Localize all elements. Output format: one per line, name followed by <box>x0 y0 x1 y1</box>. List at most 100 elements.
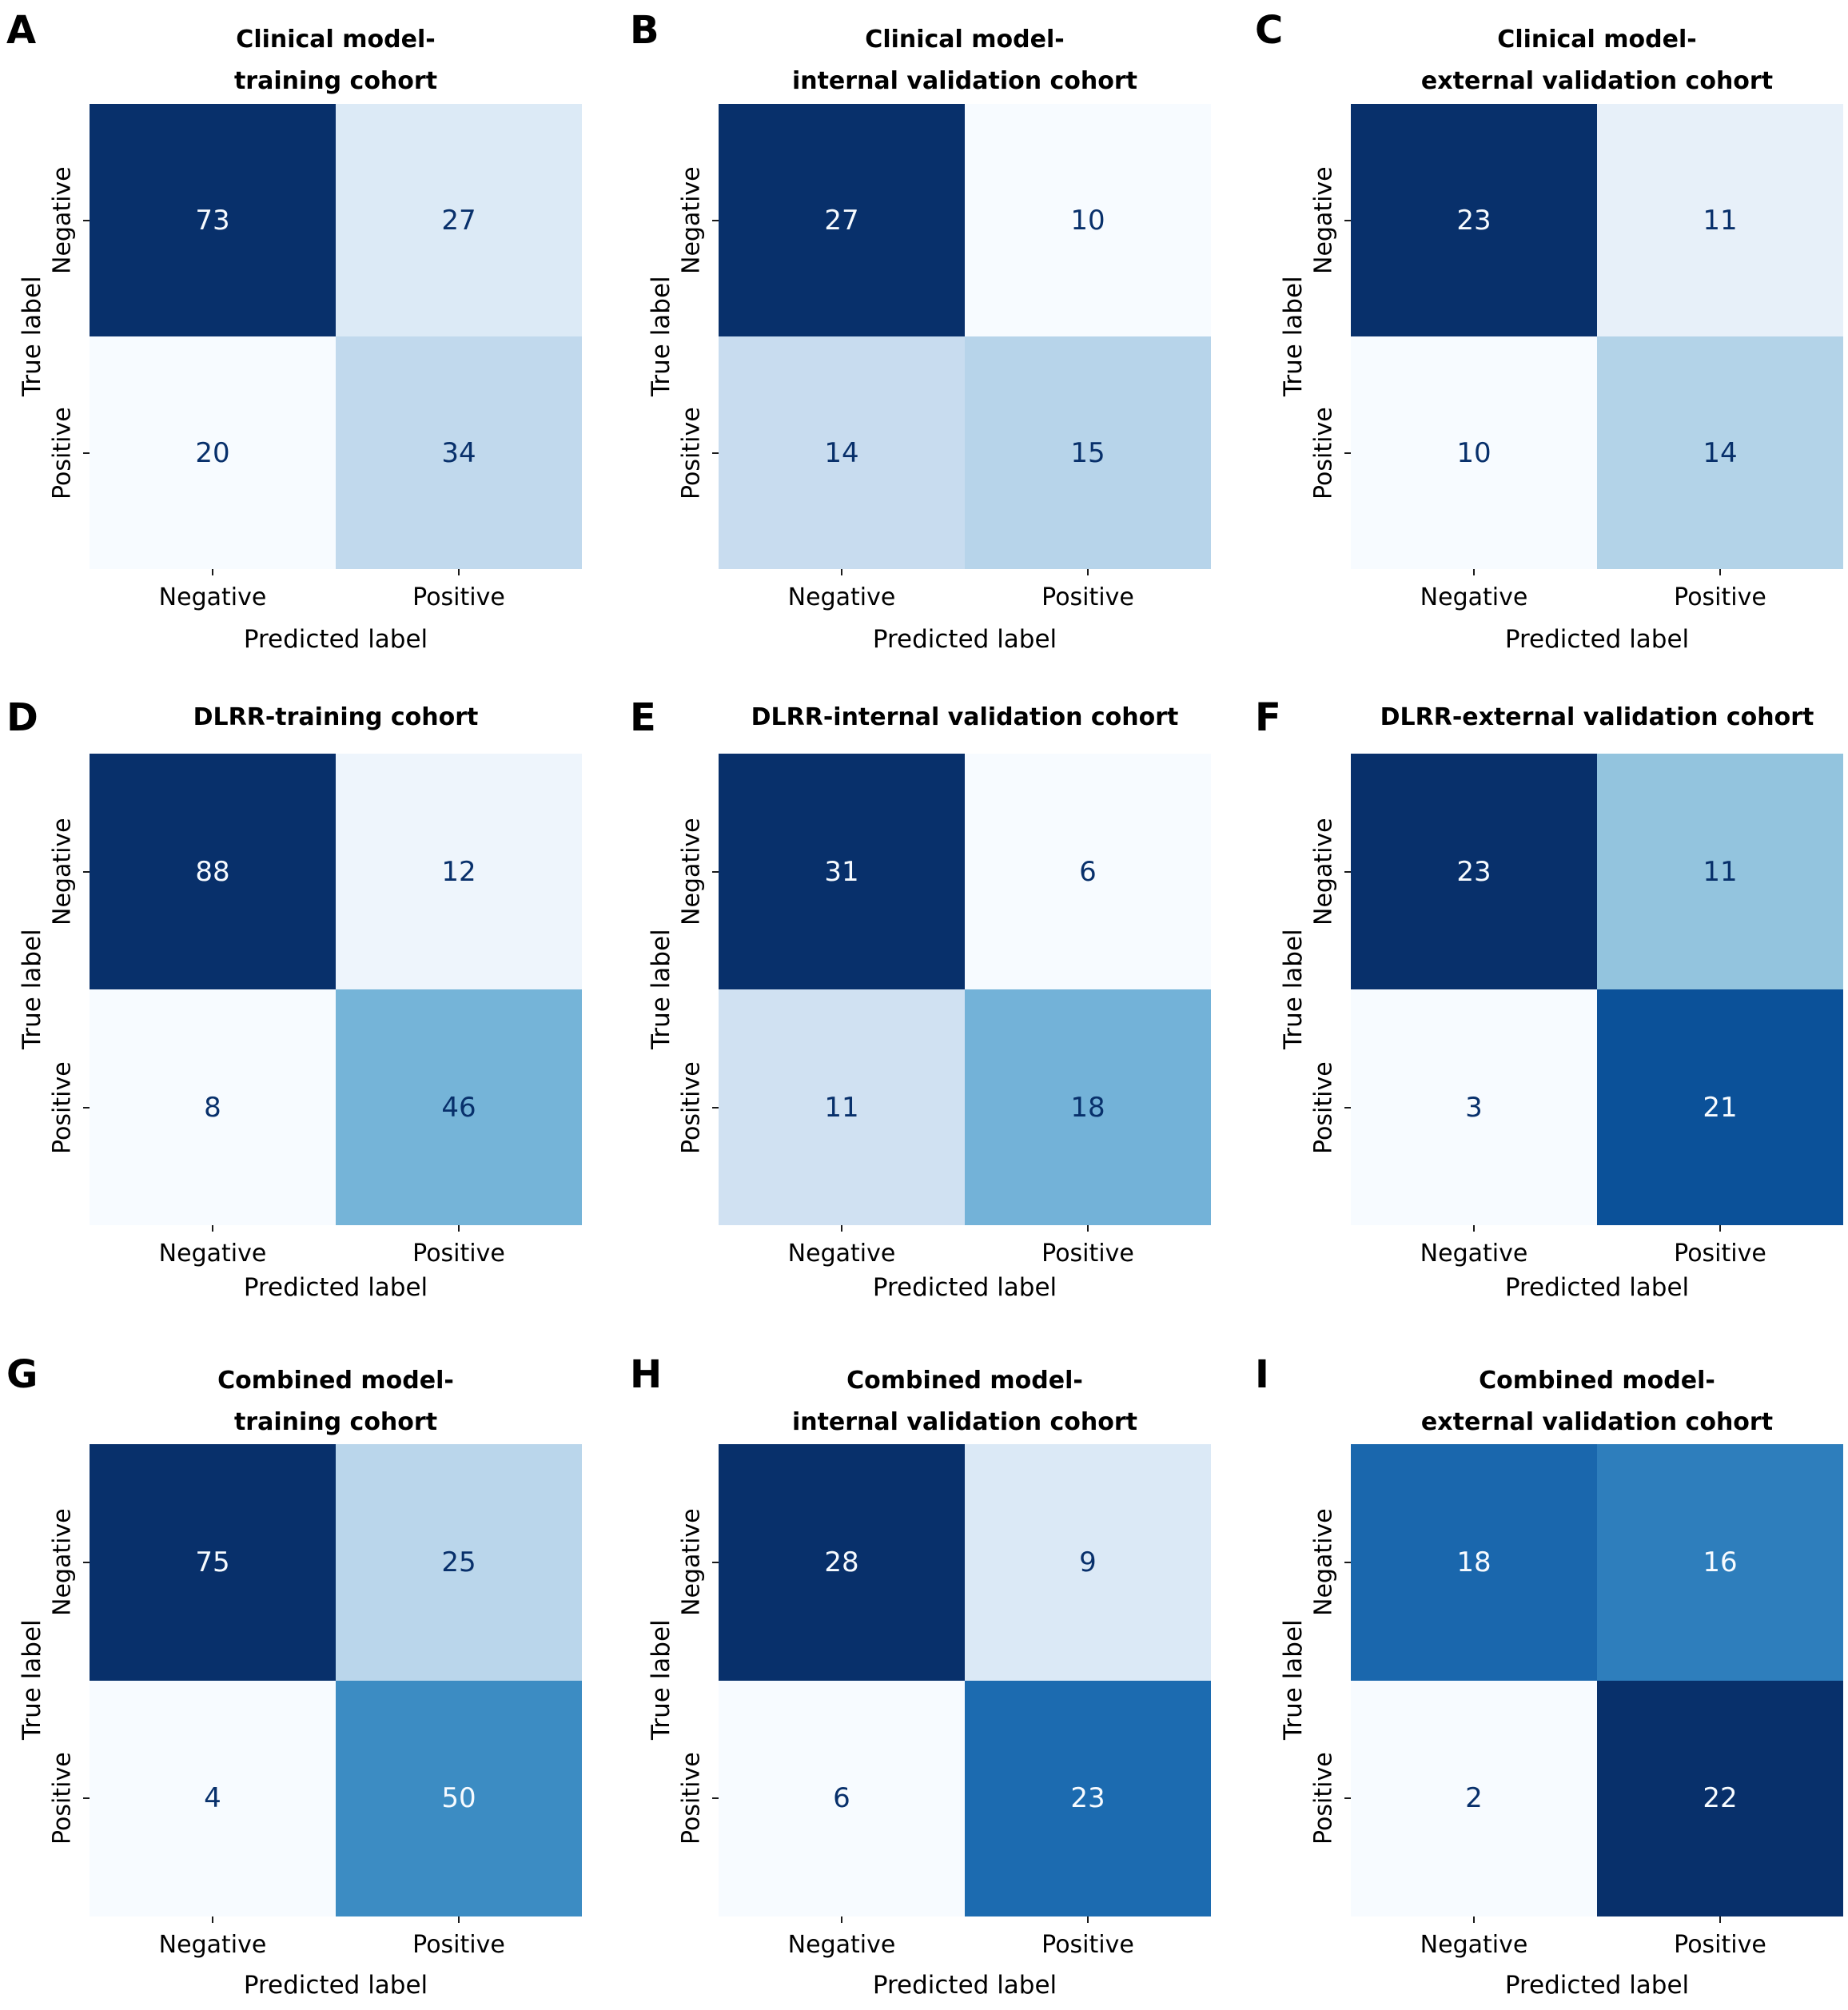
cell-true-negative-pred-positive: 25 <box>336 1444 582 1681</box>
panel-letter: E <box>630 695 656 740</box>
y-tick-mark <box>712 220 719 221</box>
y-tick-mark <box>712 1562 719 1563</box>
y-tick-label-positive: Positive <box>1309 407 1338 500</box>
x-tick-label-negative: Negative <box>1420 1931 1528 1959</box>
title-line: Clinical model- <box>865 26 1065 54</box>
title-line: external validation cohort <box>1420 1408 1774 1436</box>
title-line: DLRR-external validation cohort <box>1380 703 1814 731</box>
heatmap-F: 23 11 3 21 <box>1351 754 1843 1225</box>
title-line: Clinical model- <box>236 26 436 54</box>
title-line: training cohort <box>233 1408 438 1436</box>
title-line: DLRR-training cohort <box>193 703 479 731</box>
cell-true-negative-pred-positive: 16 <box>1597 1444 1843 1681</box>
cell-true-negative-pred-positive: 9 <box>965 1444 1211 1681</box>
cell-true-negative-pred-positive: 11 <box>1597 104 1843 336</box>
title-line: training cohort <box>233 67 438 95</box>
cell-true-positive-pred-negative: 3 <box>1351 989 1597 1225</box>
x-tick-mark <box>1473 1225 1475 1232</box>
panel-title: DLRR-internal validation cohort <box>719 697 1211 738</box>
x-tick-mark <box>1087 1916 1089 1923</box>
cell-true-positive-pred-negative: 14 <box>719 336 965 569</box>
x-tick-label-negative: Negative <box>1420 1240 1528 1268</box>
x-tick-mark <box>1473 569 1475 575</box>
y-tick-label-positive: Positive <box>677 407 706 500</box>
title-line: internal validation cohort <box>791 1408 1138 1436</box>
cell-true-positive-pred-positive: 14 <box>1597 336 1843 569</box>
x-tick-label-positive: Positive <box>412 583 505 611</box>
cell-true-positive-pred-negative: 8 <box>90 989 336 1225</box>
cell-true-negative-pred-negative: 28 <box>719 1444 965 1681</box>
panel-title: Clinical model-internal validation cohor… <box>719 19 1211 102</box>
heatmap-E: 31 6 11 18 <box>719 754 1211 1225</box>
title-line: Combined model- <box>1479 1367 1715 1395</box>
y-tick-mark <box>712 871 719 873</box>
title-line: internal validation cohort <box>791 67 1138 95</box>
cell-true-positive-pred-positive: 15 <box>965 336 1211 569</box>
x-tick-mark <box>1719 569 1721 575</box>
heatmap-C: 23 11 10 14 <box>1351 104 1843 569</box>
x-tick-label-negative: Negative <box>787 1931 896 1959</box>
cell-true-positive-pred-negative: 11 <box>719 989 965 1225</box>
cell-true-positive-pred-positive: 21 <box>1597 989 1843 1225</box>
x-tick-label-positive: Positive <box>1041 1931 1134 1959</box>
x-tick-label-negative: Negative <box>787 1240 896 1268</box>
x-axis-label: Predicted label <box>1504 1273 1690 1302</box>
y-tick-mark <box>712 1797 719 1799</box>
title-line: Combined model- <box>217 1367 454 1395</box>
panel-letter: D <box>6 695 38 740</box>
heatmap-B: 27 10 14 15 <box>719 104 1211 569</box>
x-axis-label: Predicted label <box>872 1273 1057 1302</box>
panel-title: Combined model-external validation cohor… <box>1351 1360 1843 1443</box>
x-tick-mark <box>841 1225 842 1232</box>
cell-true-negative-pred-negative: 18 <box>1351 1444 1597 1681</box>
x-tick-label-positive: Positive <box>412 1240 505 1268</box>
x-axis-label: Predicted label <box>243 625 428 654</box>
y-tick-label-positive: Positive <box>48 1752 77 1845</box>
y-tick-mark <box>83 1107 90 1108</box>
heatmap-H: 28 9 6 23 <box>719 1444 1211 1916</box>
panel-letter: I <box>1255 1352 1269 1397</box>
panel-title: Clinical model-external validation cohor… <box>1351 19 1843 102</box>
x-tick-mark <box>458 1225 460 1232</box>
cell-true-positive-pred-negative: 6 <box>719 1680 965 1916</box>
x-tick-mark <box>212 1225 213 1232</box>
y-tick-mark <box>83 1562 90 1563</box>
y-tick-mark <box>1344 220 1351 221</box>
y-tick-label-positive: Positive <box>677 1061 706 1154</box>
cell-true-negative-pred-negative: 88 <box>90 754 336 989</box>
x-tick-mark <box>841 569 842 575</box>
cell-true-positive-pred-positive: 46 <box>336 989 582 1225</box>
title-line: Combined model- <box>846 1367 1083 1395</box>
cell-true-negative-pred-negative: 27 <box>719 104 965 336</box>
cell-true-negative-pred-negative: 73 <box>90 104 336 336</box>
x-tick-label-positive: Positive <box>1674 1240 1766 1268</box>
y-tick-label-positive: Positive <box>677 1752 706 1845</box>
x-tick-label-negative: Negative <box>158 1931 267 1959</box>
y-tick-label-negative: Negative <box>677 818 706 926</box>
cell-true-negative-pred-negative: 23 <box>1351 104 1597 336</box>
cell-true-positive-pred-positive: 34 <box>336 336 582 569</box>
panel-title: Clinical model-training cohort <box>90 19 582 102</box>
y-tick-label-negative: Negative <box>48 166 77 275</box>
x-axis-label: Predicted label <box>872 1971 1057 2000</box>
heatmap-D: 88 12 8 46 <box>90 754 582 1225</box>
x-tick-mark <box>212 1916 213 1923</box>
x-tick-mark <box>1087 1225 1089 1232</box>
y-tick-label-negative: Negative <box>48 818 77 926</box>
x-tick-label-positive: Positive <box>1674 583 1766 611</box>
cell-true-negative-pred-positive: 27 <box>336 104 582 336</box>
cell-true-negative-pred-positive: 10 <box>965 104 1211 336</box>
y-tick-mark <box>712 1107 719 1108</box>
x-tick-mark <box>458 569 460 575</box>
y-tick-mark <box>83 220 90 221</box>
panel-letter: F <box>1255 695 1281 740</box>
panel-letter: G <box>6 1352 38 1397</box>
cell-true-negative-pred-positive: 12 <box>336 754 582 989</box>
y-tick-label-positive: Positive <box>48 407 77 500</box>
x-axis-label: Predicted label <box>243 1273 428 1302</box>
x-tick-mark <box>1087 569 1089 575</box>
x-tick-mark <box>458 1916 460 1923</box>
title-line: external validation cohort <box>1420 67 1774 95</box>
panel-title: DLRR-external validation cohort <box>1351 697 1843 738</box>
